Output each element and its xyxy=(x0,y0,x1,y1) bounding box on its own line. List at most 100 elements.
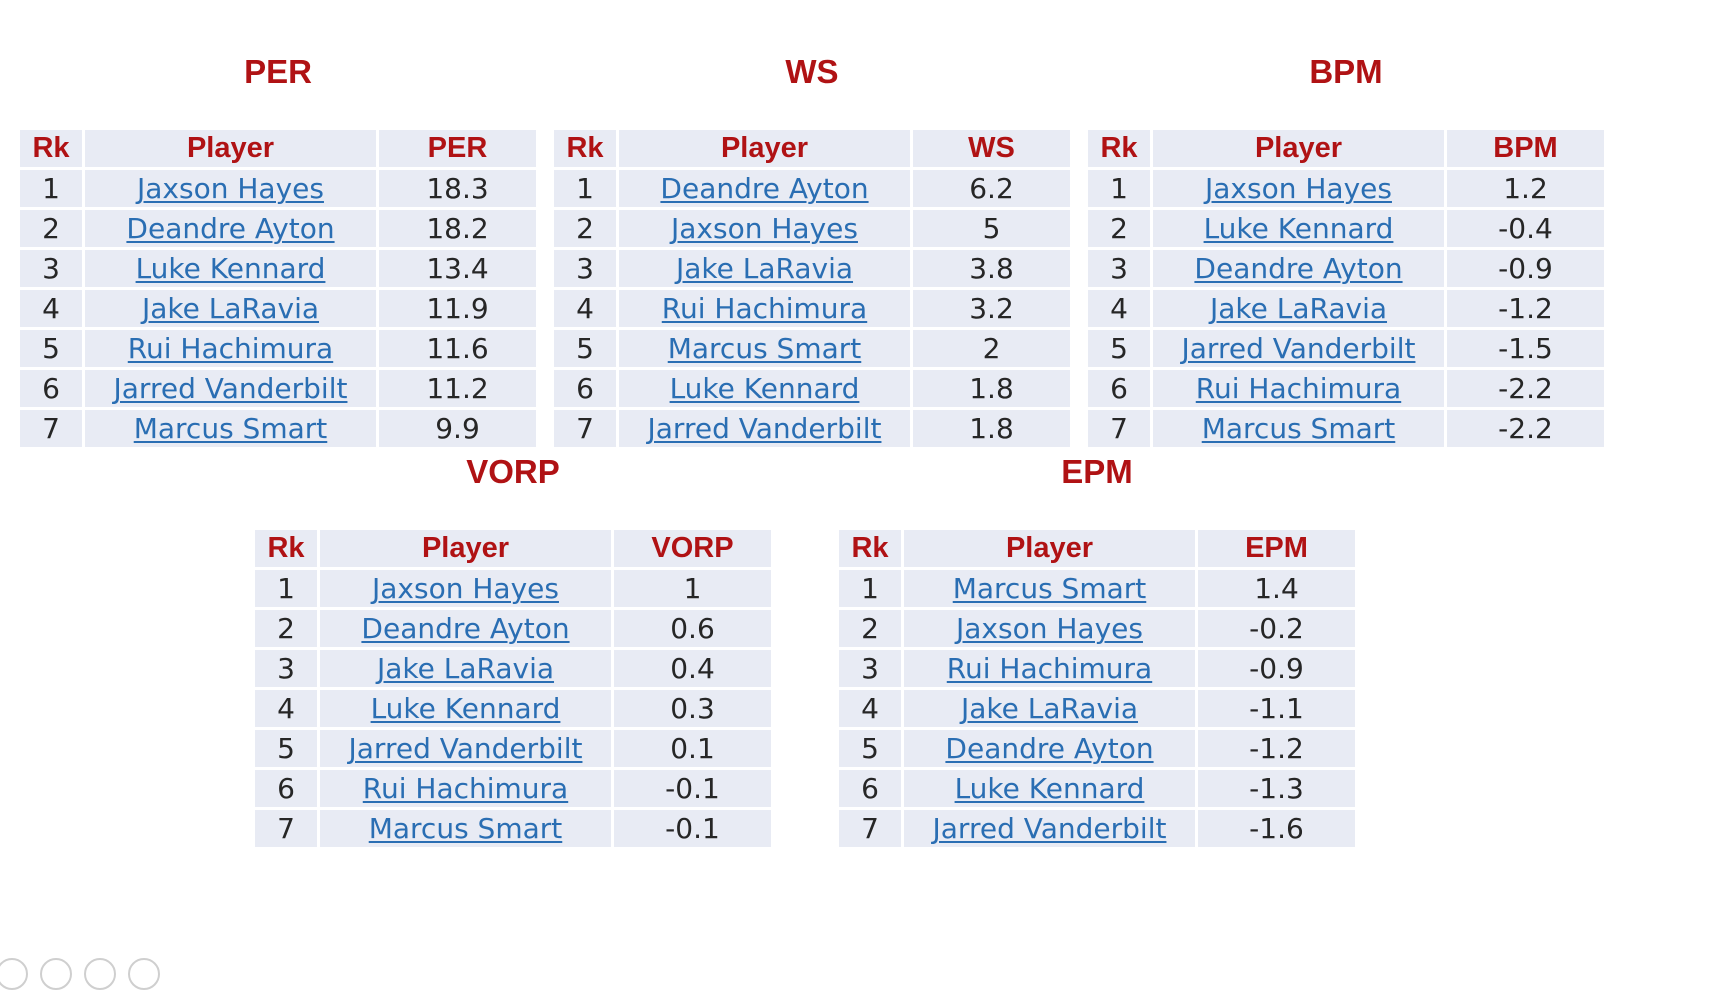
player-link[interactable]: Deandre Ayton xyxy=(361,612,570,645)
player-cell: Rui Hachimura xyxy=(320,770,611,807)
player-cell: Deandre Ayton xyxy=(619,170,910,207)
player-link[interactable]: Jake LaRavia xyxy=(960,692,1139,725)
player-cell: Marcus Smart xyxy=(1153,410,1444,447)
value-cell: -0.9 xyxy=(1447,250,1604,287)
nav-dot-icon[interactable] xyxy=(84,958,116,990)
rank-cell: 4 xyxy=(20,290,82,327)
player-link[interactable]: Luke Kennard xyxy=(1203,212,1394,245)
player-cell: Luke Kennard xyxy=(904,770,1195,807)
value-cell: 11.6 xyxy=(379,330,536,367)
value-header: VORP xyxy=(614,530,771,567)
value-cell: -1.1 xyxy=(1198,690,1355,727)
player-cell: Luke Kennard xyxy=(619,370,910,407)
vorp-title: VORP xyxy=(466,453,560,490)
player-link[interactable]: Jarred Vanderbilt xyxy=(932,812,1167,845)
player-link[interactable]: Jaxson Hayes xyxy=(956,612,1143,645)
table-row: 5 Marcus Smart 2 xyxy=(554,330,1070,367)
player-link[interactable]: Jaxson Hayes xyxy=(137,172,324,205)
player-link[interactable]: Rui Hachimura xyxy=(362,772,569,805)
player-cell: Rui Hachimura xyxy=(619,290,910,327)
nav-dot-icon[interactable] xyxy=(0,958,28,990)
player-link[interactable]: Jarred Vanderbilt xyxy=(647,412,882,445)
player-cell: Jaxson Hayes xyxy=(904,610,1195,647)
value-cell: -1.5 xyxy=(1447,330,1604,367)
player-link[interactable]: Luke Kennard xyxy=(135,252,326,285)
per-table: Rk Player PER 1 Jaxson Hayes 18.3 2 Deandre Ay… xyxy=(17,127,539,450)
player-link[interactable]: Deandre Ayton xyxy=(1194,252,1403,285)
nav-dot-icon[interactable] xyxy=(128,958,160,990)
player-link[interactable]: Jaxson Hayes xyxy=(1205,172,1392,205)
rank-cell: 4 xyxy=(255,690,317,727)
value-cell: 1.8 xyxy=(913,370,1070,407)
rank-cell: 1 xyxy=(20,170,82,207)
player-link[interactable]: Luke Kennard xyxy=(954,772,1145,805)
player-link[interactable]: Marcus Smart xyxy=(667,332,862,365)
epm-table: Rk Player EPM 1 Marcus Smart 1.4 2 Jaxson Haye… xyxy=(836,527,1358,850)
table-row: 1 Jaxson Hayes 1.2 xyxy=(1088,170,1604,207)
bpm-title: BPM xyxy=(1309,53,1383,90)
player-link[interactable]: Marcus Smart xyxy=(133,412,328,445)
bpm-table: Rk Player BPM 1 Jaxson Hayes 1.2 2 Luke Kennar… xyxy=(1085,127,1607,450)
value-cell: -1.3 xyxy=(1198,770,1355,807)
player-link[interactable]: Rui Hachimura xyxy=(661,292,868,325)
player-link[interactable]: Jake LaRavia xyxy=(1209,292,1388,325)
table-row: 5 Deandre Ayton -1.2 xyxy=(839,730,1355,767)
player-link[interactable]: Jaxson Hayes xyxy=(372,572,559,605)
value-cell: 1 xyxy=(614,570,771,607)
player-link[interactable]: Jake LaRavia xyxy=(675,252,854,285)
table-row: 2 Deandre Ayton 18.2 xyxy=(20,210,536,247)
table-row: 4 Luke Kennard 0.3 xyxy=(255,690,771,727)
rank-cell: 6 xyxy=(1088,370,1150,407)
player-header: Player xyxy=(320,530,611,567)
player-link[interactable]: Luke Kennard xyxy=(370,692,561,725)
value-cell: -1.2 xyxy=(1447,290,1604,327)
table-row: 2 Jaxson Hayes -0.2 xyxy=(839,610,1355,647)
value-header: EPM xyxy=(1198,530,1355,567)
value-header: BPM xyxy=(1447,130,1604,167)
player-cell: Deandre Ayton xyxy=(904,730,1195,767)
rank-cell: 7 xyxy=(839,810,901,847)
player-link[interactable]: Deandre Ayton xyxy=(945,732,1154,765)
player-link[interactable]: Rui Hachimura xyxy=(946,652,1153,685)
rank-cell: 3 xyxy=(554,250,616,287)
player-cell: Jarred Vanderbilt xyxy=(619,410,910,447)
player-link[interactable]: Jarred Vanderbilt xyxy=(113,372,348,405)
table-row: 6 Rui Hachimura -0.1 xyxy=(255,770,771,807)
player-link[interactable]: Deandre Ayton xyxy=(126,212,335,245)
value-cell: 0.6 xyxy=(614,610,771,647)
player-cell: Luke Kennard xyxy=(85,250,376,287)
player-link[interactable]: Jake LaRavia xyxy=(376,652,555,685)
value-cell: 1.2 xyxy=(1447,170,1604,207)
rank-cell: 2 xyxy=(839,610,901,647)
rank-cell: 5 xyxy=(554,330,616,367)
player-cell: Marcus Smart xyxy=(904,570,1195,607)
player-link[interactable]: Jarred Vanderbilt xyxy=(1181,332,1416,365)
table-row: 3 Rui Hachimura -0.9 xyxy=(839,650,1355,687)
value-cell: -0.4 xyxy=(1447,210,1604,247)
player-link[interactable]: Jarred Vanderbilt xyxy=(348,732,583,765)
rank-cell: 2 xyxy=(255,610,317,647)
player-header: Player xyxy=(619,130,910,167)
player-link[interactable]: Rui Hachimura xyxy=(1195,372,1402,405)
rank-cell: 7 xyxy=(554,410,616,447)
per-title: PER xyxy=(244,53,312,90)
nav-dot-icon[interactable] xyxy=(40,958,72,990)
value-cell: 9.9 xyxy=(379,410,536,447)
header-row: Rk Player BPM xyxy=(1088,130,1604,167)
player-link[interactable]: Marcus Smart xyxy=(1201,412,1396,445)
player-cell: Marcus Smart xyxy=(85,410,376,447)
epm-title: EPM xyxy=(1061,453,1133,490)
value-cell: 6.2 xyxy=(913,170,1070,207)
player-link[interactable]: Rui Hachimura xyxy=(127,332,334,365)
rk-header: Rk xyxy=(255,530,317,567)
player-link[interactable]: Jaxson Hayes xyxy=(671,212,858,245)
player-cell: Jarred Vanderbilt xyxy=(904,810,1195,847)
player-link[interactable]: Jake LaRavia xyxy=(141,292,320,325)
player-link[interactable]: Deandre Ayton xyxy=(660,172,869,205)
header-row: Rk Player WS xyxy=(554,130,1070,167)
table-row: 2 Deandre Ayton 0.6 xyxy=(255,610,771,647)
player-link[interactable]: Marcus Smart xyxy=(952,572,1147,605)
player-link[interactable]: Marcus Smart xyxy=(368,812,563,845)
player-link[interactable]: Luke Kennard xyxy=(669,372,860,405)
player-cell: Jake LaRavia xyxy=(85,290,376,327)
